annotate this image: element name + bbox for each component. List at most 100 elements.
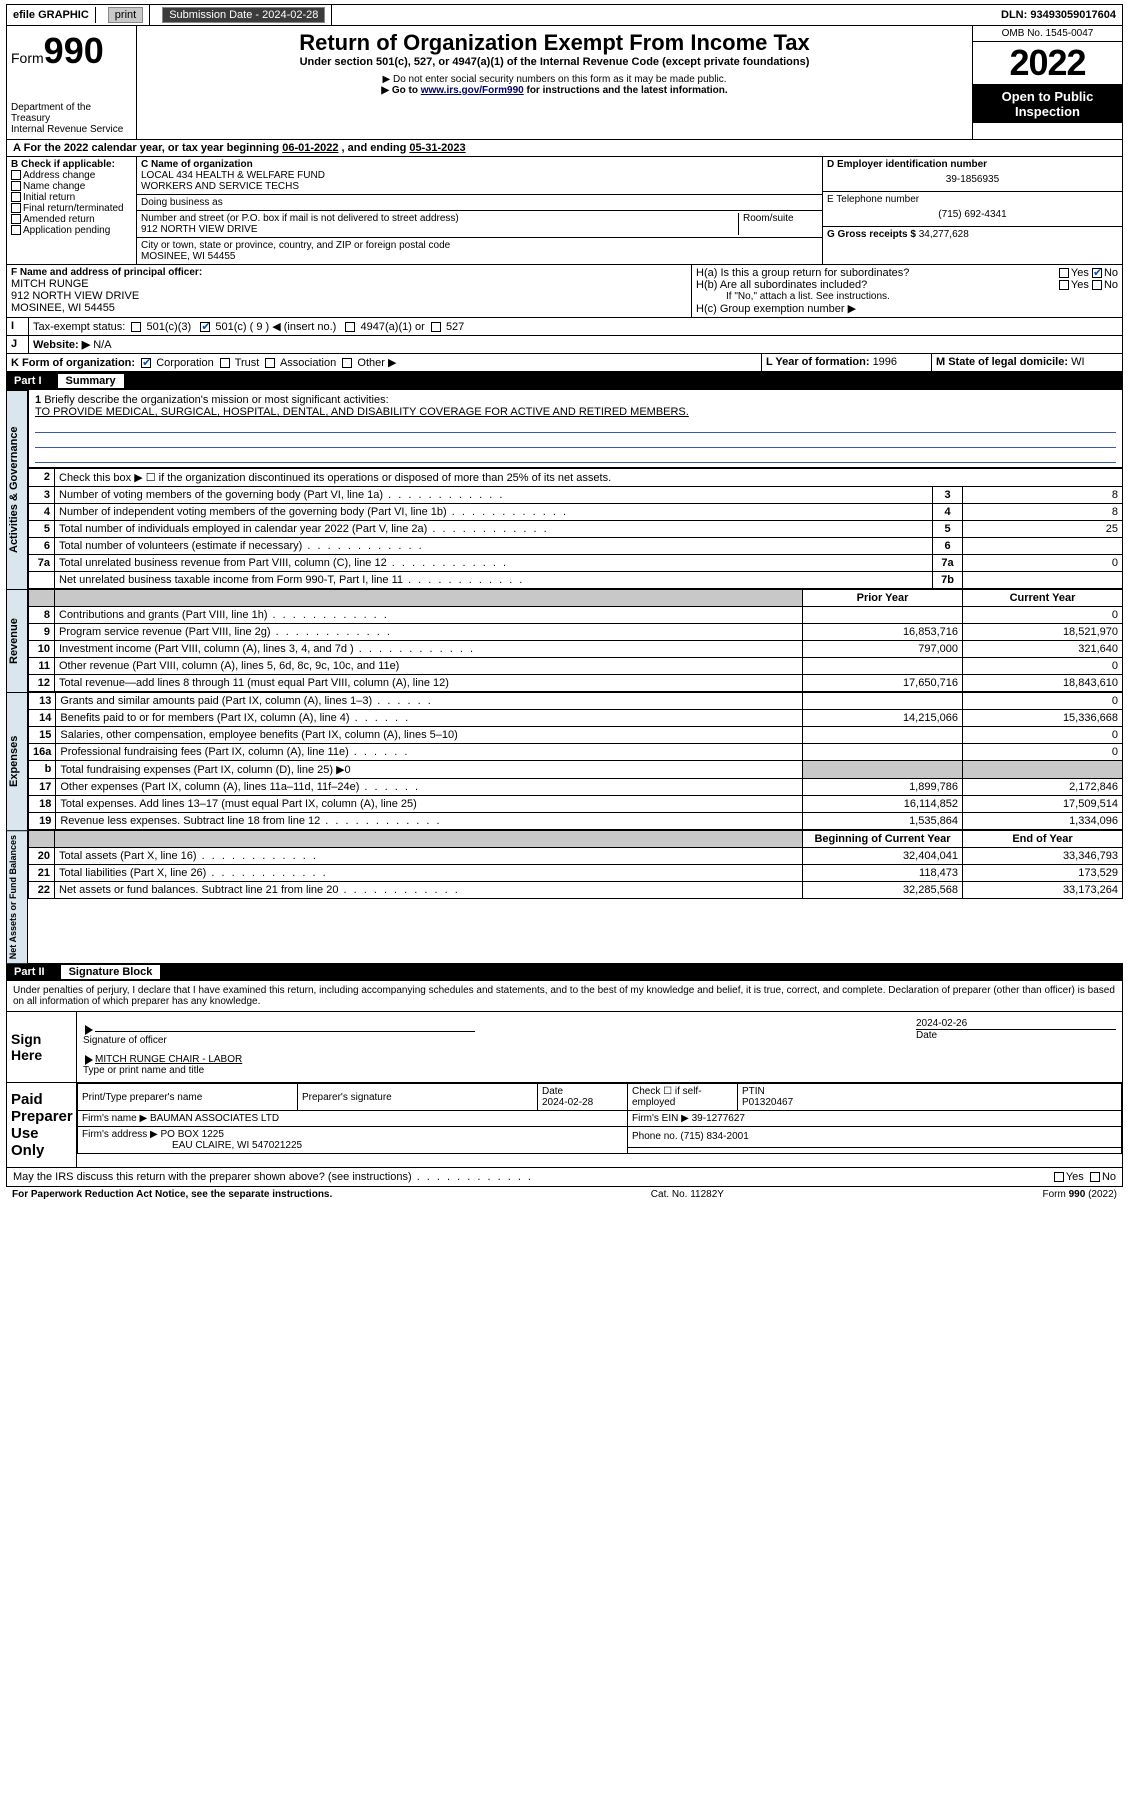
checkbox-icon[interactable] bbox=[220, 358, 230, 368]
table-row: 16aProfessional fundraising fees (Part I… bbox=[29, 744, 1123, 761]
checkbox-icon[interactable] bbox=[11, 214, 21, 224]
checkbox-icon[interactable] bbox=[131, 322, 141, 332]
checkbox-icon[interactable] bbox=[11, 192, 21, 202]
org-name-1: LOCAL 434 HEALTH & WELFARE FUND bbox=[141, 170, 818, 181]
c-name: C Name of organization LOCAL 434 HEALTH … bbox=[137, 157, 822, 195]
checkbox-icon[interactable] bbox=[342, 358, 352, 368]
addr-label: Number and street (or P.O. box if mail i… bbox=[141, 213, 738, 224]
row-text: Total revenue—add lines 8 through 11 (mu… bbox=[55, 675, 803, 692]
preparer-table: Print/Type preparer's name Preparer's si… bbox=[77, 1083, 1122, 1154]
h-note: If "No," attach a list. See instructions… bbox=[696, 291, 1118, 302]
table-row: 21Total liabilities (Part X, line 26)118… bbox=[29, 865, 1123, 882]
ha-answer: Yes No bbox=[1059, 267, 1118, 279]
table-row: Net unrelated business taxable income fr… bbox=[29, 572, 1123, 589]
section-g: G Gross receipts $ 34,277,628 bbox=[823, 227, 1122, 242]
checkbox-icon[interactable] bbox=[11, 203, 21, 213]
c-street-row: Number and street (or P.O. box if mail i… bbox=[137, 211, 822, 238]
sign-here-label: Sign Here bbox=[7, 1012, 77, 1082]
ha-label: H(a) Is this a group return for subordin… bbox=[696, 267, 909, 279]
c-dba: Doing business as bbox=[137, 195, 822, 211]
checkbox-icon[interactable] bbox=[265, 358, 275, 368]
b-opt-amended: Amended return bbox=[11, 214, 132, 225]
print-button[interactable]: print bbox=[108, 7, 143, 23]
l1-label: Briefly describe the organization's miss… bbox=[44, 394, 388, 406]
website-value: N/A bbox=[93, 339, 111, 351]
block-fh: F Name and address of principal officer:… bbox=[6, 265, 1123, 318]
checkbox-icon[interactable] bbox=[1054, 1172, 1064, 1182]
d-label: D Employer identification number bbox=[827, 159, 1118, 170]
checkbox-icon[interactable] bbox=[11, 170, 21, 180]
checkbox-icon[interactable] bbox=[431, 322, 441, 332]
section-d: D Employer identification number 39-1856… bbox=[823, 157, 1122, 192]
checkbox-icon[interactable] bbox=[345, 322, 355, 332]
checkbox-icon[interactable] bbox=[1092, 280, 1102, 290]
c-city-row: City or town, state or province, country… bbox=[137, 238, 822, 264]
section-activities-governance: Activities & Governance 1 Briefly descri… bbox=[6, 390, 1123, 589]
footer-pra: For Paperwork Reduction Act Notice, see … bbox=[12, 1189, 332, 1200]
checkbox-icon[interactable] bbox=[1090, 1172, 1100, 1182]
b-item-4: Amended return bbox=[23, 214, 95, 225]
firm-phone-label: Phone no. bbox=[632, 1131, 680, 1142]
may-irs-row: May the IRS discuss this return with the… bbox=[6, 1168, 1123, 1187]
checkbox-checked-icon[interactable] bbox=[141, 358, 151, 368]
form-header: Form990 Department of the Treasury Inter… bbox=[6, 26, 1123, 140]
b-opt-address: Address change bbox=[11, 170, 132, 181]
submission-date-button[interactable]: Submission Date - 2024-02-28 bbox=[162, 7, 325, 23]
checkbox-checked-icon[interactable] bbox=[1092, 268, 1102, 278]
sig-officer-label: Signature of officer bbox=[83, 1035, 167, 1046]
rev-table: Prior YearCurrent Year 8Contributions an… bbox=[28, 589, 1123, 692]
section-k: K Form of organization: Corporation Trus… bbox=[7, 354, 762, 371]
table-row: 8Contributions and grants (Part VIII, li… bbox=[29, 607, 1123, 624]
ein-value: 39-1856935 bbox=[827, 170, 1118, 189]
col-prior-year: Prior Year bbox=[803, 590, 963, 607]
row-text: Other expenses (Part IX, column (A), lin… bbox=[56, 779, 803, 796]
table-row: 18Total expenses. Add lines 13–17 (must … bbox=[29, 796, 1123, 813]
header-left: Form990 Department of the Treasury Inter… bbox=[7, 26, 137, 139]
i-opt-3: 527 bbox=[446, 321, 464, 333]
b-label: B Check if applicable: bbox=[11, 159, 132, 170]
row-text: Total unrelated business revenue from Pa… bbox=[55, 555, 933, 572]
row-text: Total number of volunteers (estimate if … bbox=[55, 538, 933, 555]
k-opt-1: Trust bbox=[235, 357, 260, 369]
checkbox-icon[interactable] bbox=[11, 181, 21, 191]
note-ssn: ▶ Do not enter social security numbers o… bbox=[145, 74, 964, 85]
m-value: WI bbox=[1071, 356, 1084, 368]
row-text: Total number of individuals employed in … bbox=[55, 521, 933, 538]
part1-num: Part I bbox=[14, 375, 42, 387]
firm-name-label: Firm's name ▶ bbox=[82, 1113, 150, 1124]
checkbox-checked-icon[interactable] bbox=[200, 322, 210, 332]
m-label: M State of legal domicile: bbox=[936, 356, 1071, 368]
l2-text: Check this box ▶ ☐ if the organization d… bbox=[55, 469, 1123, 487]
i-label: Tax-exempt status: bbox=[33, 321, 125, 333]
checkbox-icon[interactable] bbox=[1059, 268, 1069, 278]
row-text: Number of voting members of the governin… bbox=[55, 487, 933, 504]
no-label: No bbox=[1104, 279, 1118, 291]
firm-ein-label: Firm's EIN ▶ bbox=[632, 1113, 692, 1124]
tax-year: 2022 bbox=[973, 42, 1122, 85]
hc-label: H(c) Group exemption number ▶ bbox=[696, 302, 1118, 315]
efile-label: efile GRAPHIC bbox=[7, 7, 96, 23]
submission-date-cell: Submission Date - 2024-02-28 bbox=[156, 5, 332, 25]
room-label: Room/suite bbox=[738, 213, 818, 235]
irs-link[interactable]: www.irs.gov/Form990 bbox=[421, 85, 524, 96]
pp-row2: Firm's name ▶ BAUMAN ASSOCIATES LTD Firm… bbox=[78, 1111, 1122, 1127]
sign-here-block: Sign Here Signature of officer 2024-02-2… bbox=[6, 1012, 1123, 1083]
table-row: 5Total number of individuals employed in… bbox=[29, 521, 1123, 538]
checkbox-icon[interactable] bbox=[11, 225, 21, 235]
table-row: 3Number of voting members of the governi… bbox=[29, 487, 1123, 504]
row-text: Total fundraising expenses (Part IX, col… bbox=[56, 761, 803, 779]
officer-signature-line[interactable] bbox=[95, 1018, 475, 1032]
table-row: 9Program service revenue (Part VIII, lin… bbox=[29, 624, 1123, 641]
b-opt-pending: Application pending bbox=[11, 225, 132, 236]
table-row: 10Investment income (Part VIII, column (… bbox=[29, 641, 1123, 658]
b-item-0: Address change bbox=[23, 170, 95, 181]
paid-preparer-fields: Print/Type preparer's name Preparer's si… bbox=[77, 1083, 1122, 1167]
row-text: Salaries, other compensation, employee b… bbox=[56, 727, 803, 744]
org-address: 912 NORTH VIEW DRIVE bbox=[141, 224, 738, 235]
line-klm-row: K Form of organization: Corporation Trus… bbox=[6, 354, 1123, 372]
pp-sig-label: Preparer's signature bbox=[298, 1084, 538, 1111]
officer-type-name: MITCH RUNGE CHAIR - LABOR bbox=[95, 1054, 242, 1065]
checkbox-icon[interactable] bbox=[1059, 280, 1069, 290]
row-text: Number of independent voting members of … bbox=[55, 504, 933, 521]
a-end: 05-31-2023 bbox=[409, 142, 465, 154]
